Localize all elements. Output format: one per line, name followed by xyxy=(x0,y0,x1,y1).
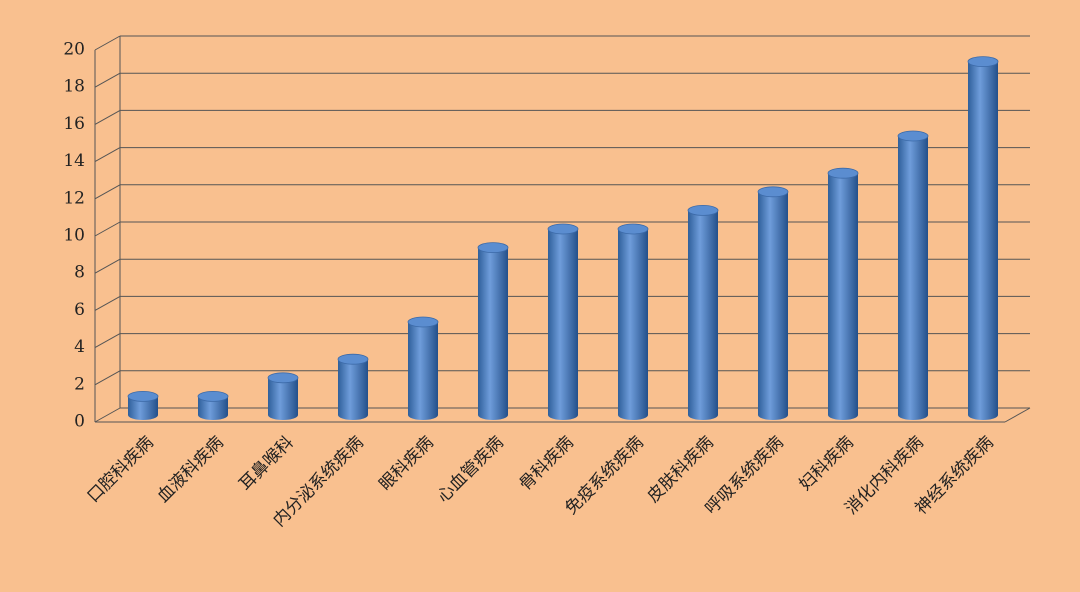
bar-body xyxy=(828,173,858,415)
grid-line-side xyxy=(94,35,121,51)
y-tick-label: 16 xyxy=(63,114,85,134)
bar-base xyxy=(338,410,368,420)
bar-body xyxy=(268,377,298,415)
y-tick-label: 18 xyxy=(63,77,85,97)
bar-top xyxy=(547,223,579,235)
x-tick-label: 耳鼻喉科 xyxy=(235,433,297,495)
bar-base xyxy=(128,410,158,420)
bar-base xyxy=(478,410,508,420)
y-tick-label: 2 xyxy=(74,374,85,394)
bar-body xyxy=(618,229,648,415)
bar-top xyxy=(127,390,159,402)
bar xyxy=(477,242,509,420)
bar xyxy=(407,316,439,420)
x-tick-label: 皮肤科疾病 xyxy=(643,433,717,507)
bar-base xyxy=(688,410,718,420)
bar xyxy=(547,223,579,420)
bar-base xyxy=(618,410,648,420)
bar-base xyxy=(548,410,578,420)
bar-base xyxy=(758,410,788,420)
grid-line-side xyxy=(94,370,121,386)
bar xyxy=(617,223,649,420)
grid-line-side xyxy=(94,407,121,423)
bar-base xyxy=(968,410,998,420)
y-tick-label: 12 xyxy=(63,188,85,208)
bar-base xyxy=(268,410,298,420)
bar xyxy=(127,390,159,420)
bar-top xyxy=(967,56,999,67)
bar-top xyxy=(827,167,859,179)
bar-top xyxy=(897,130,929,142)
x-tick-label: 心血管疾病 xyxy=(433,433,507,507)
bar-base xyxy=(408,410,438,420)
bar xyxy=(267,372,299,420)
bar-top xyxy=(337,353,369,365)
bar-top xyxy=(757,186,789,198)
grid-line-side xyxy=(94,221,121,237)
y-tick-label: 4 xyxy=(74,337,85,357)
bar-body xyxy=(408,322,438,415)
bar-body xyxy=(338,359,368,415)
bar-body xyxy=(898,136,928,415)
bar-base xyxy=(828,410,858,420)
bar-top xyxy=(687,204,719,216)
grid-line-side xyxy=(94,333,121,349)
floor-edge xyxy=(1004,407,1031,423)
x-tick-label: 妇科疾病 xyxy=(795,433,857,495)
grid-line-side xyxy=(94,258,121,274)
bar-base xyxy=(198,410,228,420)
bar-body xyxy=(968,61,998,415)
bar-body xyxy=(548,229,578,415)
bar xyxy=(197,390,229,420)
x-tick-label: 血液科疾病 xyxy=(153,433,227,507)
bar xyxy=(687,204,719,420)
bar-top xyxy=(407,316,439,328)
x-tick-label: 骨科疾病 xyxy=(515,433,577,495)
y-tick-label: 0 xyxy=(74,412,85,432)
bar-top xyxy=(477,242,509,254)
y-tick-label: 6 xyxy=(74,300,85,320)
bar xyxy=(897,130,929,420)
grid-line-side xyxy=(94,109,121,125)
bar-body xyxy=(688,210,718,415)
bar xyxy=(827,167,859,420)
bar-body xyxy=(478,247,508,415)
y-tick-label: 14 xyxy=(63,151,85,171)
y-tick-label: 10 xyxy=(63,226,85,246)
bar-top xyxy=(617,223,649,235)
bar xyxy=(757,186,789,420)
y-tick-label: 20 xyxy=(63,40,85,60)
bar-top xyxy=(197,390,229,402)
grid-line-side xyxy=(94,184,121,200)
x-tick-label: 眼科疾病 xyxy=(375,433,437,495)
bar xyxy=(967,56,999,420)
grid-line-side xyxy=(94,72,121,88)
y-tick-label: 8 xyxy=(74,263,85,283)
grid-line-side xyxy=(94,295,121,311)
bar-body xyxy=(758,191,788,415)
bar-base xyxy=(898,410,928,420)
grid-line-side xyxy=(94,147,121,163)
bar-top xyxy=(267,372,299,384)
x-tick-label: 口腔科疾病 xyxy=(83,433,157,507)
bar xyxy=(337,353,369,420)
